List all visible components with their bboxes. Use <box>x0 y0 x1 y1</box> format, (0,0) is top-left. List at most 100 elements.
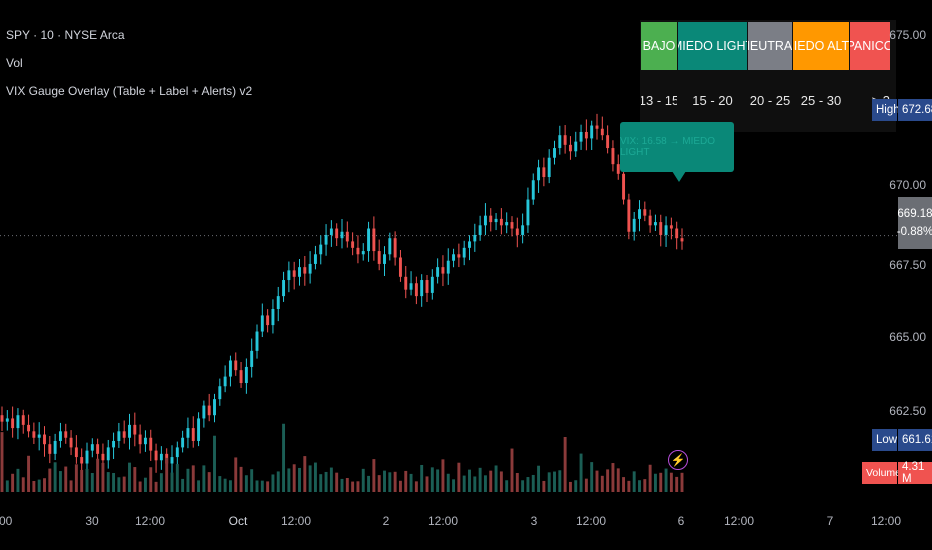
volume-bar <box>425 476 429 492</box>
volume-value: 4.31 M <box>898 461 932 485</box>
vix-label-pointer <box>672 171 686 182</box>
candle-body <box>101 453 105 461</box>
volume-bar <box>213 435 216 492</box>
volume-bar <box>106 472 110 492</box>
volume-bar <box>122 476 126 492</box>
volume-bar <box>632 471 636 492</box>
volume-bar <box>170 472 174 492</box>
candle-body <box>191 428 195 441</box>
time-tick: 6 <box>677 514 685 528</box>
candle-body <box>494 218 498 223</box>
candle-body <box>675 228 679 239</box>
candle-body <box>32 431 36 438</box>
candle-body <box>239 370 243 384</box>
time-tick: :00 <box>0 514 13 528</box>
high-label: High <box>872 99 900 121</box>
candle-body <box>595 125 599 129</box>
volume-bar <box>101 462 105 492</box>
candle-body <box>542 167 546 178</box>
volume-bar <box>0 432 4 492</box>
candle-body <box>414 283 418 297</box>
candle-body <box>622 173 626 200</box>
volume-bar <box>638 480 641 492</box>
volume-bar <box>441 459 445 492</box>
volume-bar <box>287 468 291 492</box>
volume-bar <box>202 465 206 492</box>
volume-bar <box>80 469 84 492</box>
volume-bar <box>228 480 232 492</box>
candle-body <box>112 440 116 448</box>
volume-bar <box>313 462 317 492</box>
volume-bar <box>260 480 264 492</box>
candle-body <box>181 437 185 448</box>
candle-body <box>643 209 647 216</box>
candle-body <box>313 254 317 264</box>
candle-body <box>361 251 365 255</box>
candle-body <box>425 280 429 293</box>
volume-bar <box>563 436 567 492</box>
volume-bar <box>457 462 461 492</box>
candle-body <box>90 444 94 451</box>
candle-body <box>133 424 137 435</box>
volume-bar <box>69 480 73 492</box>
volume-bar <box>43 478 46 492</box>
candle-body <box>11 418 15 429</box>
candle-body <box>287 270 291 281</box>
volume-bar <box>659 472 663 492</box>
volume-bar <box>430 467 434 492</box>
candle-body <box>5 418 9 422</box>
price-tick: 670.00 <box>889 178 926 192</box>
candle-body <box>122 431 126 438</box>
volume-bar <box>510 448 514 492</box>
time-tick: 12:00 <box>870 514 902 528</box>
candle-body <box>515 228 519 235</box>
time-tick: Oct <box>228 514 248 528</box>
lightning-event-icon[interactable]: ⚡ <box>668 450 688 470</box>
volume-bar <box>521 480 525 492</box>
candle-body <box>457 254 461 258</box>
symbol-legend[interactable]: SPY · 10 · NYSE Arca <box>6 28 125 42</box>
candle-body <box>292 270 296 277</box>
candle-body <box>584 131 588 139</box>
volume-bar <box>462 475 466 492</box>
vix-status-label: VIX: 16.58 → MIEDO LIGHT <box>620 122 734 172</box>
volume-bar <box>319 474 323 492</box>
candle-body <box>489 215 493 223</box>
volume-bar <box>680 472 684 492</box>
candle-body <box>186 428 190 438</box>
candle-body <box>308 263 312 274</box>
candle-body <box>319 244 323 255</box>
volume-bar <box>175 464 179 492</box>
volume-bar <box>595 470 599 492</box>
volume-bar <box>558 470 562 492</box>
candle-body <box>154 450 158 461</box>
candle-body <box>430 276 434 293</box>
volume-bar <box>244 475 248 492</box>
volume-bar <box>361 468 365 492</box>
volume-legend[interactable]: Vol <box>6 56 23 70</box>
current-price-value: 669.18 <box>897 208 932 220</box>
volume-bar <box>351 481 355 492</box>
current-price-change: -0.88% <box>896 226 932 238</box>
volume-bar <box>383 470 386 492</box>
volume-bar <box>675 476 679 492</box>
candle-body <box>483 215 487 226</box>
volume-bar <box>340 478 344 492</box>
volume-bar <box>292 464 296 492</box>
current-price-badge: 669.18 -0.88% <box>896 197 932 249</box>
volume-bar <box>298 467 301 492</box>
indicator-legend[interactable]: VIX Gauge Overlay (Table + Label + Alert… <box>6 84 253 98</box>
volume-bar <box>159 473 163 492</box>
candle-body <box>446 260 450 274</box>
candle-body <box>653 222 657 226</box>
volume-bar <box>74 464 78 492</box>
volume-bar <box>590 462 594 492</box>
volume-bar <box>27 455 31 492</box>
candle-body <box>537 167 541 181</box>
volume-bar <box>398 480 402 492</box>
volume-bar <box>409 473 413 492</box>
time-tick: 12:00 <box>134 514 166 528</box>
gauge-range-miedo-light: 15 - 20 <box>692 92 733 108</box>
volume-bar <box>420 464 424 492</box>
